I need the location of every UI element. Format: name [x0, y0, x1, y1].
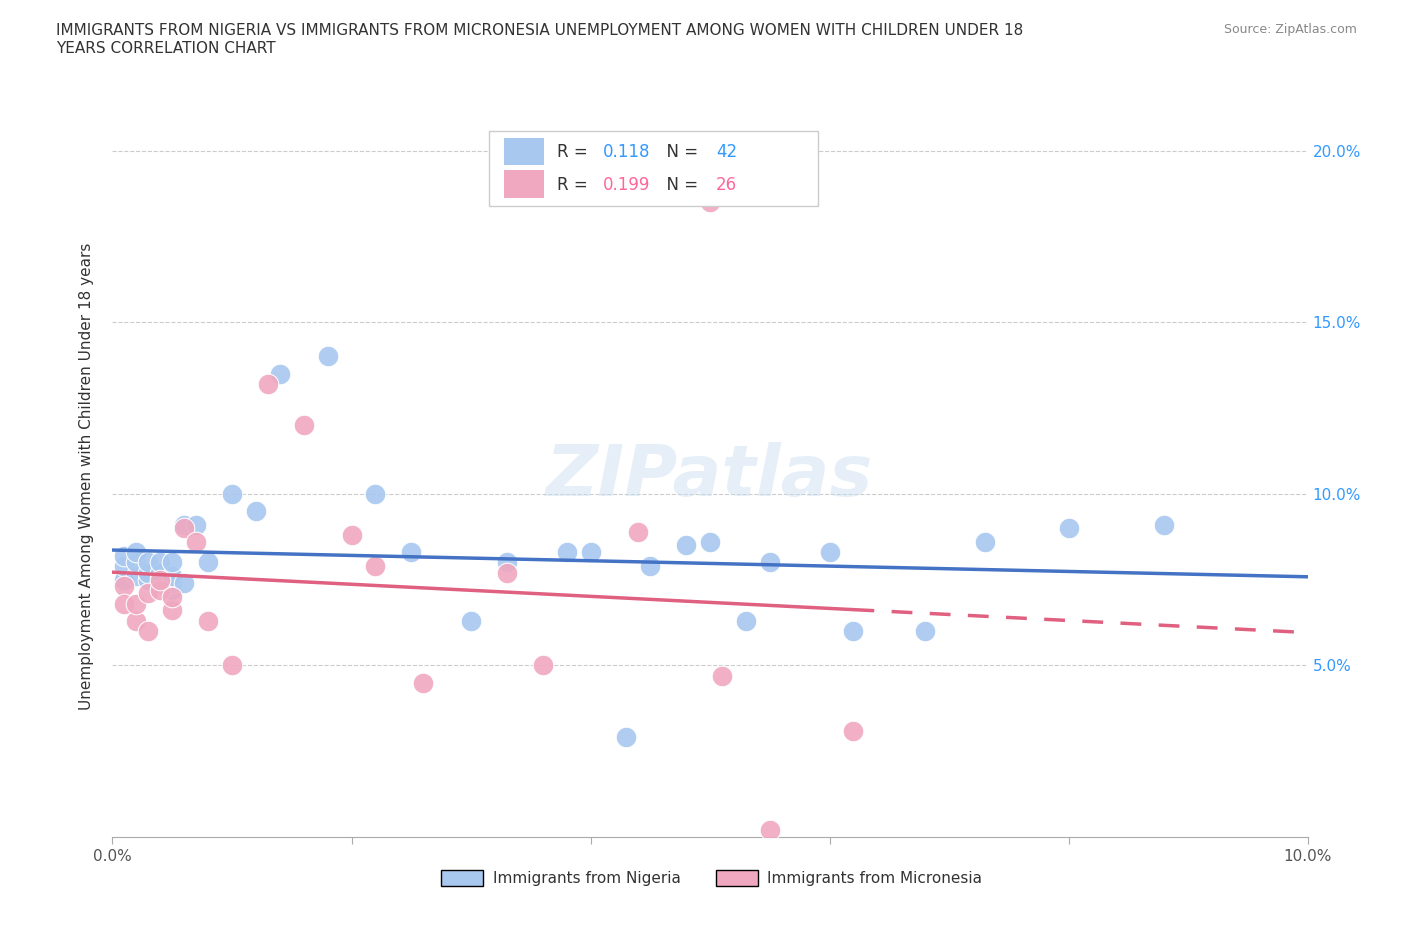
Text: 0.118: 0.118 [603, 142, 650, 161]
Text: Source: ZipAtlas.com: Source: ZipAtlas.com [1223, 23, 1357, 36]
FancyBboxPatch shape [489, 130, 818, 206]
Point [114, 596, 135, 611]
Point [699, 535, 721, 550]
Text: N =: N = [657, 176, 703, 193]
Point [149, 572, 172, 587]
Point [460, 614, 482, 629]
Point [1153, 517, 1175, 532]
Point [149, 565, 172, 580]
Point [316, 349, 339, 364]
Text: R =: R = [557, 176, 593, 193]
Point [138, 565, 160, 580]
Point [412, 675, 434, 690]
Text: ZIPatlas: ZIPatlas [547, 442, 873, 512]
Point [221, 658, 243, 672]
Point [675, 538, 697, 552]
Point [138, 572, 160, 587]
Point [269, 366, 291, 381]
Point [125, 614, 148, 629]
Point [162, 603, 183, 618]
Point [162, 569, 183, 584]
Point [699, 194, 721, 209]
Point [340, 527, 363, 542]
Point [579, 545, 602, 560]
Text: N =: N = [657, 142, 703, 161]
Point [818, 545, 841, 560]
Point [735, 614, 758, 629]
Point [555, 545, 578, 560]
Text: IMMIGRANTS FROM NIGERIA VS IMMIGRANTS FROM MICRONESIA UNEMPLOYMENT AMONG WOMEN W: IMMIGRANTS FROM NIGERIA VS IMMIGRANTS FR… [56, 23, 1024, 56]
Text: Immigrants from Nigeria: Immigrants from Nigeria [492, 870, 681, 885]
Y-axis label: Unemployment Among Women with Children Under 18 years: Unemployment Among Women with Children U… [79, 243, 94, 711]
Point [114, 579, 135, 594]
Point [162, 590, 183, 604]
Point [138, 586, 160, 601]
Point [1057, 521, 1080, 536]
Point [162, 555, 183, 570]
Text: R =: R = [557, 142, 593, 161]
Point [138, 624, 160, 639]
Point [173, 517, 195, 532]
Point [914, 624, 936, 639]
Point [186, 517, 208, 532]
Point [531, 658, 554, 672]
Point [173, 576, 195, 591]
Point [162, 576, 183, 591]
Point [616, 730, 638, 745]
Point [149, 582, 172, 597]
Point [149, 576, 172, 591]
Point [114, 558, 135, 573]
FancyBboxPatch shape [441, 870, 484, 886]
Point [974, 535, 997, 550]
Point [842, 624, 865, 639]
Point [759, 555, 782, 570]
Point [173, 521, 195, 536]
Point [364, 558, 387, 573]
Point [292, 418, 315, 432]
Point [364, 486, 387, 501]
Point [186, 535, 208, 550]
Point [401, 545, 423, 560]
Text: 26: 26 [716, 176, 737, 193]
Point [114, 548, 135, 563]
Point [496, 555, 519, 570]
Text: 0.199: 0.199 [603, 176, 650, 193]
Point [245, 503, 267, 518]
Point [125, 545, 148, 560]
Point [162, 582, 183, 597]
Point [197, 614, 219, 629]
Point [125, 555, 148, 570]
Point [627, 525, 650, 539]
FancyBboxPatch shape [716, 870, 758, 886]
Point [125, 569, 148, 584]
Text: Immigrants from Micronesia: Immigrants from Micronesia [768, 870, 983, 885]
Point [711, 669, 734, 684]
Point [197, 555, 219, 570]
Text: 42: 42 [716, 142, 737, 161]
Point [496, 565, 519, 580]
FancyBboxPatch shape [505, 138, 544, 166]
Point [842, 724, 865, 738]
Point [125, 596, 148, 611]
Point [640, 558, 662, 573]
FancyBboxPatch shape [505, 170, 544, 198]
Point [257, 377, 280, 392]
Point [149, 555, 172, 570]
Point [221, 486, 243, 501]
Point [114, 572, 135, 587]
Point [138, 555, 160, 570]
Point [759, 823, 782, 838]
